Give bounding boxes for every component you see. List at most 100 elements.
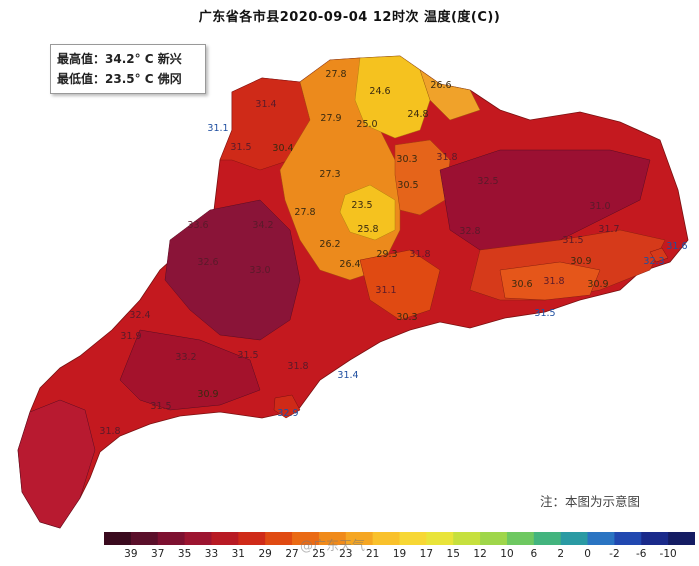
map-value-label: 31.7 (598, 224, 619, 235)
region-delta (359, 249, 441, 321)
legend-swatch (265, 532, 293, 545)
map-value-label: 31.8 (99, 426, 120, 437)
map-value-label: 31.5 (230, 142, 251, 153)
legend-tick-label: 33 (204, 548, 219, 560)
map-value-label: 30.3 (396, 312, 417, 323)
legend-swatch (318, 532, 347, 545)
legend-swatch (668, 532, 695, 545)
legend-swatch (426, 532, 454, 545)
legend-tick-label: 0 (584, 548, 591, 560)
map-value-label: 30.9 (570, 256, 591, 267)
region-north-east-orange (419, 69, 481, 121)
map-value-label: 32.3 (643, 256, 664, 267)
map-value-label: 31.5 (562, 235, 583, 246)
map-value-label: 26.4 (339, 259, 360, 270)
legend-swatch (614, 532, 642, 545)
region-north-yellow (354, 55, 431, 139)
legend-swatch (345, 532, 374, 545)
map-value-label: 31.4 (337, 370, 358, 381)
legend-swatch (560, 532, 589, 545)
region-south-east-orange (499, 261, 601, 301)
legend-tick-label: -6 (636, 548, 647, 560)
legend-tick-label: 25 (312, 548, 326, 560)
legend-tick-label: 2 (557, 548, 565, 560)
map-value-label: 34.2 (252, 220, 273, 231)
legend-swatch (587, 532, 615, 545)
map-value-label: 31.0 (589, 201, 610, 212)
map-value-label: 32.9 (277, 408, 298, 419)
map-value-label: 24.6 (369, 86, 390, 97)
map-value-label: 32.6 (197, 257, 218, 268)
stats-box: 最高值：34.2° C 新兴 最低值：23.5° C 佛冈 (50, 44, 206, 94)
map-value-label: 33.0 (249, 265, 270, 276)
legend-swatch (104, 532, 132, 545)
map-value-label: 31.5 (150, 401, 171, 412)
legend-swatch (238, 532, 266, 545)
map-value-label: 31.6 (666, 241, 687, 252)
legend-swatch (480, 532, 508, 545)
map-value-label: 30.9 (197, 389, 218, 400)
map-value-label: 30.3 (396, 154, 417, 165)
map-value-label: 31.8 (409, 249, 430, 260)
legend-swatch (157, 532, 186, 545)
legend-tick-label: 15 (446, 548, 460, 560)
watermark: @广东天气 (300, 539, 366, 554)
legend-tick-label: 37 (151, 548, 165, 560)
region-east-interior (439, 149, 651, 251)
color-legend-bar (104, 532, 695, 545)
legend-tick-label: 17 (419, 548, 434, 560)
legend-swatch (506, 532, 535, 545)
legend-swatch (292, 532, 320, 545)
legend-tick-label: 10 (500, 548, 514, 560)
map-value-label: 31.5 (534, 308, 555, 319)
map-value-label: 24.8 (407, 109, 428, 120)
map-value-label: 31.5 (237, 350, 258, 361)
map-value-label: 32.4 (129, 310, 150, 321)
island-east (649, 247, 669, 263)
map-value-label: 31.8 (543, 276, 564, 287)
map-value-labels: 27.824.626.631.427.925.024.831.131.5 30.4… (99, 69, 687, 437)
legend-tick-label: -2 (609, 548, 620, 560)
map-value-label: 30.4 (272, 143, 293, 154)
map-title: 广东省各市县2020-09-04 12时次 温度(度(C)) (198, 10, 501, 25)
legend-tick-label: 21 (365, 548, 380, 560)
island-south (273, 394, 301, 419)
legend-tick-label: 12 (473, 548, 487, 560)
region-center-yellow (339, 184, 396, 241)
map-value-label: 23.5 (351, 200, 372, 211)
legend-tick-label: 29 (258, 548, 272, 560)
legend-tick-label: 6 (530, 548, 538, 560)
legend-tick-label: 27 (285, 548, 299, 560)
map-value-label: 30.6 (511, 279, 532, 290)
region-north-west (219, 77, 311, 171)
legend-swatch (184, 532, 212, 545)
disclaimer-note: 注：本图为示意图 (540, 494, 641, 509)
legend-swatch (533, 532, 562, 545)
map-value-label: 32.8 (459, 226, 480, 237)
map-value-label: 31.1 (207, 123, 228, 134)
map-value-label: 25.0 (356, 119, 377, 130)
legend-tick-label: -10 (659, 548, 677, 560)
map-value-label: 26.6 (430, 80, 451, 91)
map-value-label: 29.3 (376, 249, 397, 260)
map-value-label: 31.8 (436, 152, 457, 163)
map-value-label: 26.2 (319, 239, 340, 250)
legend-swatch (211, 532, 239, 545)
color-legend-ticks: 39 37 35 33 31 29 27 25 23 21 19 17 15 12 10 6 2 0 -2 -6 -10 (104, 548, 695, 562)
region-peninsula (17, 399, 96, 529)
legend-swatch (641, 532, 669, 545)
legend-tick-label: 23 (339, 548, 353, 560)
map-value-label: 32.5 (477, 176, 498, 187)
legend-swatch (130, 532, 159, 545)
map-value-label: 31.4 (255, 99, 276, 110)
map-value-label: 33.6 (187, 220, 208, 231)
legend-tick-label: 19 (392, 548, 407, 560)
min-temperature: 最低值：23.5° C 佛冈 (57, 72, 182, 86)
legend-swatch (372, 532, 400, 545)
map-value-label: 27.9 (320, 113, 341, 124)
map-value-label: 31.1 (375, 285, 396, 296)
region-south-west-coast (119, 329, 261, 411)
legend-tick-label: 31 (231, 548, 245, 560)
map-value-label: 30.5 (397, 180, 418, 191)
